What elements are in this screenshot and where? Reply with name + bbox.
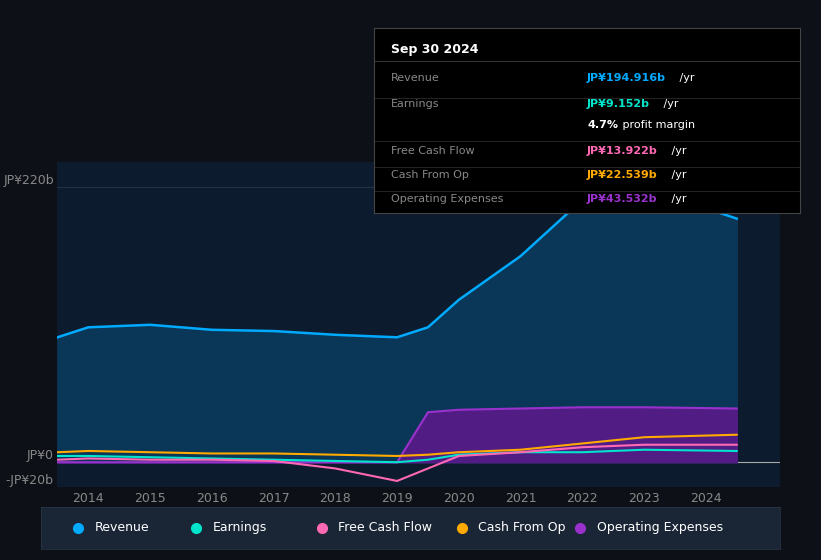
Text: Free Cash Flow: Free Cash Flow — [338, 521, 432, 534]
Text: Sep 30 2024: Sep 30 2024 — [391, 43, 478, 56]
Text: /yr: /yr — [668, 194, 686, 204]
Text: -JP¥20b: -JP¥20b — [6, 474, 54, 487]
Text: JP¥13.922b: JP¥13.922b — [587, 146, 658, 156]
Text: JP¥220b: JP¥220b — [3, 174, 54, 188]
Text: /yr: /yr — [660, 99, 678, 109]
Text: JP¥9.152b: JP¥9.152b — [587, 99, 650, 109]
Text: Revenue: Revenue — [94, 521, 149, 534]
Text: Earnings: Earnings — [213, 521, 267, 534]
Text: Revenue: Revenue — [391, 73, 439, 83]
Text: /yr: /yr — [668, 146, 686, 156]
Text: Operating Expenses: Operating Expenses — [597, 521, 722, 534]
Text: profit margin: profit margin — [620, 120, 695, 130]
Text: 4.7%: 4.7% — [587, 120, 618, 130]
Text: JP¥22.539b: JP¥22.539b — [587, 170, 658, 180]
Text: Cash From Op: Cash From Op — [391, 170, 469, 180]
Text: Operating Expenses: Operating Expenses — [391, 194, 503, 204]
Text: Free Cash Flow: Free Cash Flow — [391, 146, 475, 156]
Text: JP¥0: JP¥0 — [27, 449, 54, 462]
Text: Earnings: Earnings — [391, 99, 439, 109]
Text: /yr: /yr — [677, 73, 695, 83]
Text: /yr: /yr — [668, 170, 686, 180]
Text: JP¥43.532b: JP¥43.532b — [587, 194, 658, 204]
Text: Cash From Op: Cash From Op — [479, 521, 566, 534]
Text: JP¥194.916b: JP¥194.916b — [587, 73, 666, 83]
